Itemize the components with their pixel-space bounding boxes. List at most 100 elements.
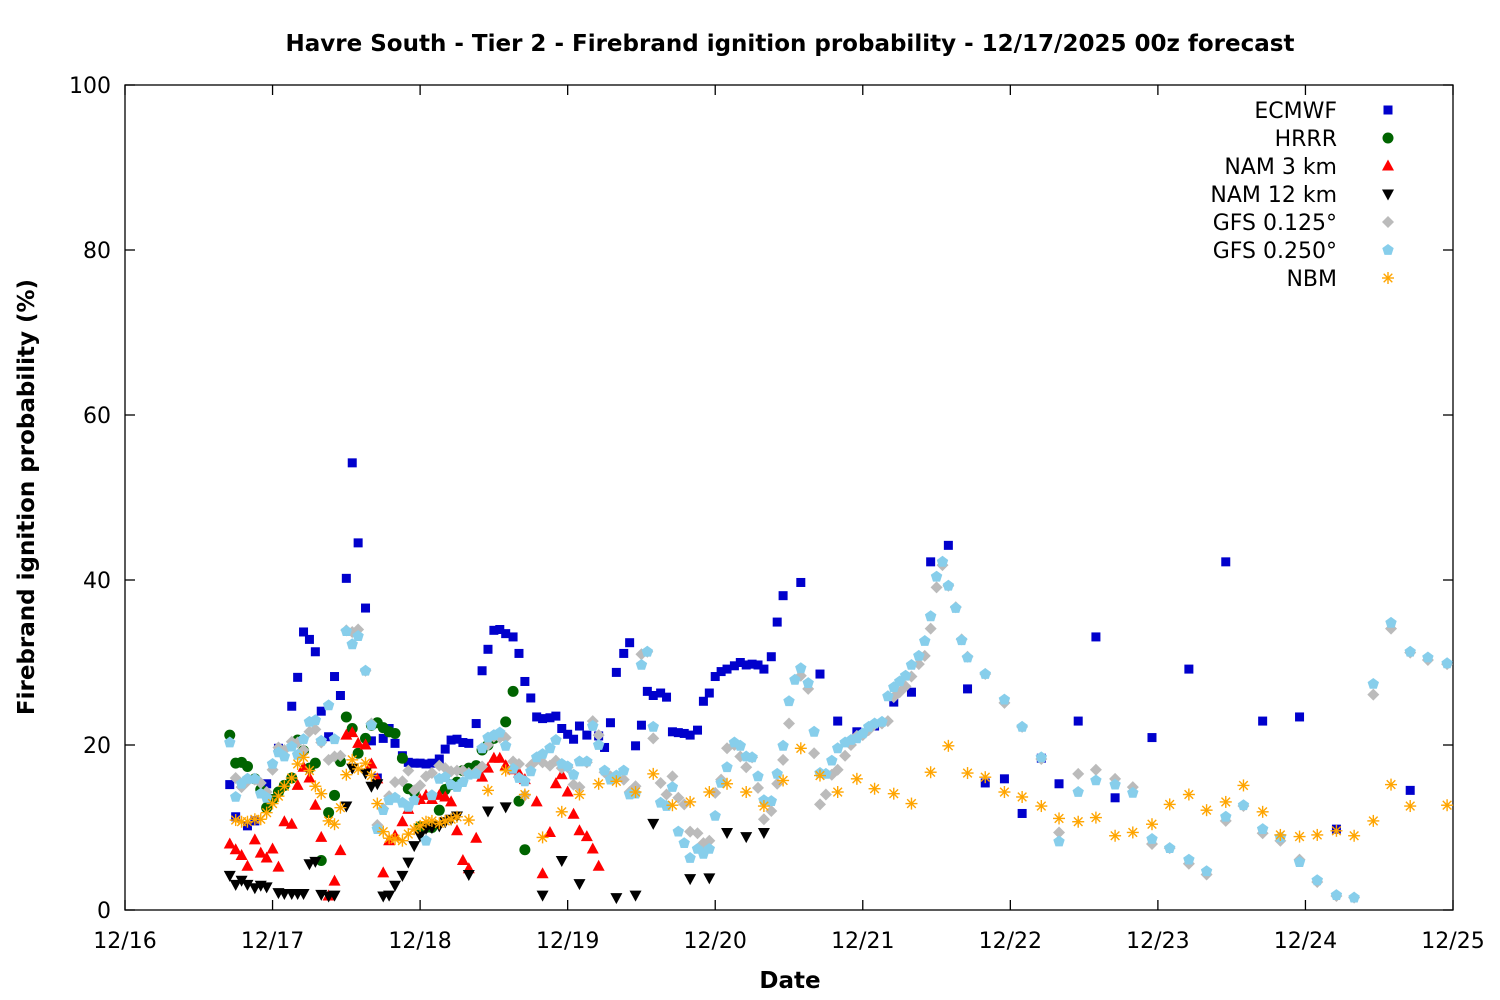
data-point — [1348, 829, 1361, 842]
data-point — [224, 729, 236, 741]
data-point — [389, 776, 402, 789]
data-point — [390, 738, 400, 748]
data-point — [346, 638, 358, 650]
x-tick-label: 12/24 — [1274, 929, 1337, 954]
data-point — [924, 610, 937, 622]
data-point — [1053, 812, 1066, 825]
data-point — [641, 645, 654, 657]
data-point — [666, 770, 679, 783]
legend-marker — [1382, 272, 1394, 284]
y-tick-label: 80 — [83, 239, 111, 264]
data-point — [224, 736, 236, 748]
data-point — [716, 667, 726, 677]
series-nbm — [229, 739, 1454, 847]
data-point — [1311, 828, 1324, 841]
data-point — [316, 706, 326, 716]
x-tick-label: 12/22 — [979, 929, 1042, 954]
data-point — [519, 844, 531, 856]
chart-title: Havre South - Tier 2 - Firebrand ignitio… — [286, 31, 1295, 57]
data-point — [1295, 712, 1305, 722]
y-tick-label: 40 — [83, 569, 111, 594]
data-point — [518, 788, 531, 801]
data-point — [458, 738, 468, 748]
data-point — [352, 630, 364, 641]
series-ecmwf — [225, 458, 1415, 834]
data-point — [919, 635, 931, 646]
data-point — [530, 795, 543, 807]
data-point — [446, 735, 456, 745]
data-point — [471, 719, 481, 729]
data-point — [1200, 804, 1213, 817]
data-point — [598, 764, 611, 776]
data-point — [241, 760, 253, 772]
data-point — [813, 798, 826, 811]
data-point — [721, 827, 734, 839]
data-point — [389, 833, 402, 846]
data-point — [291, 778, 304, 790]
data-point — [254, 846, 267, 858]
x-tick-label: 12/16 — [93, 929, 156, 954]
data-point — [796, 577, 806, 587]
data-point — [408, 841, 421, 853]
data-point — [573, 781, 586, 794]
data-point — [1237, 799, 1250, 811]
data-point — [955, 634, 968, 646]
legend-marker — [1382, 216, 1394, 228]
data-point — [611, 667, 621, 677]
data-point — [876, 715, 888, 727]
data-point — [1293, 856, 1306, 867]
data-point — [315, 734, 327, 746]
data-point — [409, 758, 419, 768]
data-point — [278, 780, 291, 793]
data-point — [1089, 811, 1102, 824]
data-point — [549, 777, 562, 789]
data-point — [235, 875, 248, 887]
data-point — [574, 721, 584, 731]
data-point — [709, 810, 721, 821]
data-point — [359, 768, 372, 780]
data-point — [1221, 557, 1231, 567]
data-point — [734, 739, 746, 751]
data-point — [536, 867, 549, 879]
data-point — [839, 749, 852, 762]
data-point — [684, 852, 696, 863]
data-point — [483, 644, 493, 654]
data-point — [377, 866, 390, 878]
legend-item: ECMWF — [1254, 99, 1393, 124]
data-point — [420, 834, 432, 846]
data-point — [567, 768, 580, 780]
data-point — [832, 742, 844, 754]
x-tick-label: 12/25 — [1421, 929, 1484, 954]
data-point — [678, 837, 690, 848]
data-point — [592, 859, 605, 871]
data-point — [229, 843, 242, 855]
data-point — [715, 777, 727, 788]
data-point — [618, 764, 630, 776]
data-point — [262, 779, 272, 789]
data-point — [297, 760, 310, 772]
data-point — [241, 772, 254, 784]
data-point — [813, 769, 826, 782]
data-point — [642, 686, 652, 696]
data-point — [1385, 616, 1397, 628]
data-point — [667, 727, 677, 737]
legend-item: GFS 0.250° — [1213, 239, 1394, 264]
data-point — [501, 629, 511, 639]
data-point — [462, 814, 475, 827]
data-point — [942, 579, 955, 591]
data-point — [998, 786, 1011, 799]
data-point — [759, 664, 769, 674]
data-point — [1274, 828, 1287, 841]
data-point — [303, 771, 316, 783]
data-point — [396, 752, 408, 764]
data-point — [961, 767, 974, 780]
data-point — [563, 729, 573, 739]
data-point — [1183, 853, 1195, 865]
data-point — [272, 860, 285, 872]
data-point — [1035, 800, 1048, 813]
data-point — [1053, 826, 1066, 839]
data-point — [569, 734, 579, 744]
data-point — [887, 787, 900, 800]
data-point — [662, 692, 672, 702]
data-point — [950, 602, 962, 613]
